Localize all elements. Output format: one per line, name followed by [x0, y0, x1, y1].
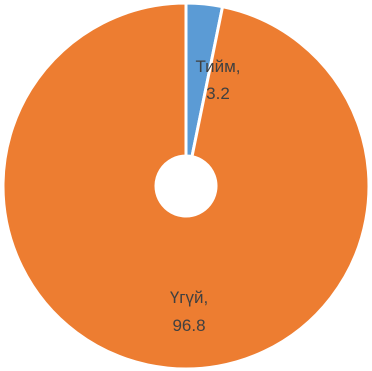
slice-label-ugui-value: 96.8	[172, 316, 205, 335]
slice-label-ugui-name: Үгүй,	[170, 288, 208, 307]
slice-label-tiim-name: Тийм,	[195, 57, 240, 76]
slice-label-tiim-value: 3.2	[206, 84, 230, 103]
labels-group: Тийм, 3.2 Үгүй, 96.8	[170, 57, 241, 335]
